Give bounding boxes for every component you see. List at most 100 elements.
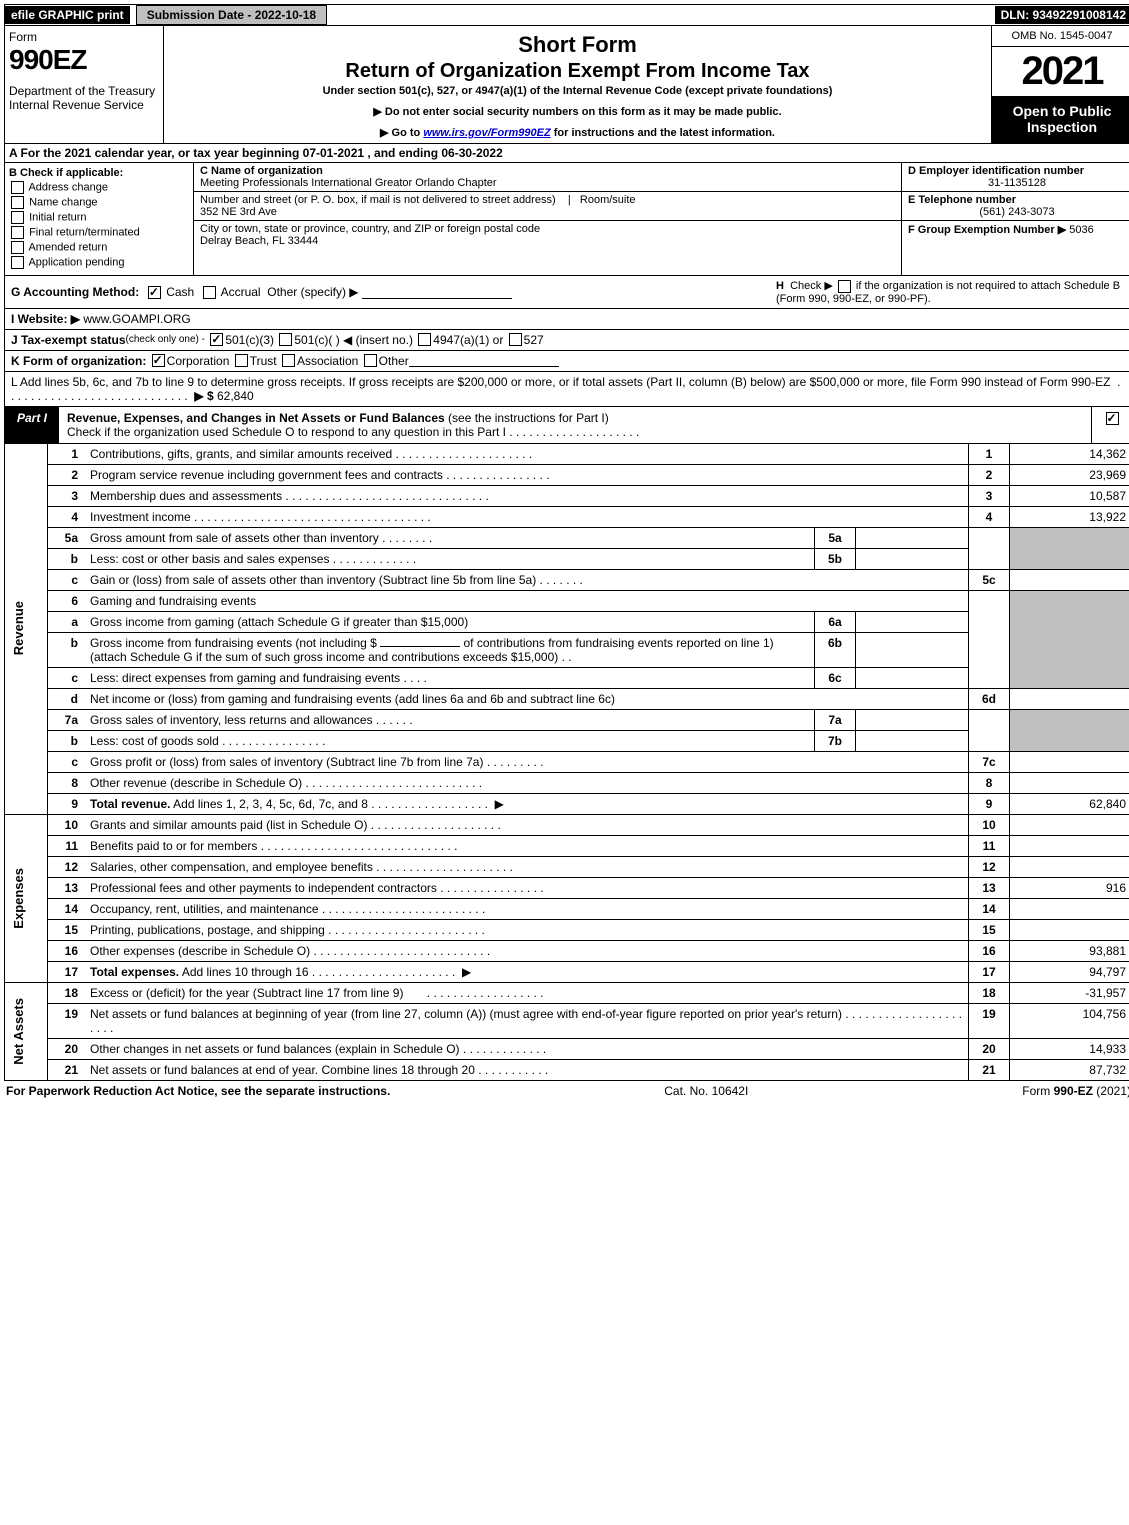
street-value: 352 NE 3rd Ave (200, 206, 277, 218)
section-a: A For the 2021 calendar year, or tax yea… (4, 144, 1129, 163)
accounting-method-label: G Accounting Method: (11, 285, 139, 299)
efile-label: efile GRAPHIC print (5, 6, 130, 24)
form-ref: Form 990-EZ (2021) (1022, 1084, 1129, 1098)
city-value: Delray Beach, FL 33444 (200, 235, 318, 247)
paperwork-notice: For Paperwork Reduction Act Notice, see … (6, 1084, 390, 1098)
directive-goto-suffix: for instructions and the latest informat… (551, 127, 775, 139)
header-right: OMB No. 1545-0047 2021 Open to Public In… (991, 26, 1129, 143)
check-name-change: Name change (9, 196, 189, 209)
cat-no: Cat. No. 10642I (664, 1084, 748, 1098)
checkbox-527-icon[interactable] (509, 333, 522, 346)
revenue-sidebar: Revenue (5, 444, 48, 815)
gross-receipts-value: 62,840 (217, 389, 254, 403)
other-org-blank (409, 354, 559, 367)
info-grid: B Check if applicable: Address change Na… (4, 163, 1129, 276)
website-value: www.GOAMPI.ORG (83, 312, 190, 326)
dln-label: DLN: 93492291008142 (995, 6, 1129, 24)
checkbox-icon[interactable] (11, 226, 24, 239)
phone-value: (561) 243-3073 (908, 206, 1126, 218)
check-initial-return: Initial return (9, 211, 189, 224)
checkbox-assoc-icon[interactable] (282, 354, 295, 367)
checkbox-icon[interactable] (11, 241, 24, 254)
open-public-badge: Open to Public Inspection (992, 97, 1129, 143)
street-row: Number and street (or P. O. box, if mail… (194, 192, 901, 221)
other-specify-blank (362, 286, 512, 299)
section-c: C Name of organization Meeting Professio… (194, 163, 901, 275)
part-1-label: Part I (5, 407, 59, 443)
section-g: G Accounting Method: Cash Accrual Other … (11, 285, 512, 299)
org-name-row: C Name of organization Meeting Professio… (194, 163, 901, 192)
check-amended-return: Amended return (9, 241, 189, 254)
checkbox-icon[interactable] (11, 196, 24, 209)
top-bar: efile GRAPHIC print Submission Date - 20… (4, 4, 1129, 26)
section-l: L Add lines 5b, 6c, and 7b to line 9 to … (4, 372, 1129, 407)
directive-goto-prefix: ▶ Go to (380, 127, 423, 139)
tax-year: 2021 (992, 47, 1129, 97)
street-label: Number and street (or P. O. box, if mail… (200, 194, 556, 206)
irs-link[interactable]: www.irs.gov/Form990EZ (423, 127, 550, 139)
city-row: City or town, state or province, country… (194, 221, 901, 249)
checkbox-trust-icon[interactable] (235, 354, 248, 367)
checkbox-scheduleo-icon[interactable] (1106, 412, 1119, 425)
check-application-pending: Application pending (9, 256, 189, 269)
org-name-value: Meeting Professionals International Grea… (200, 177, 497, 189)
ein-value: 31-1135128 (908, 177, 1126, 189)
section-l-text: L Add lines 5b, 6c, and 7b to line 9 to … (11, 375, 1110, 389)
part-1-checkbox (1091, 407, 1129, 443)
arrow-icon: ▶ (1058, 224, 1066, 236)
info-right: D Employer identification number 31-1135… (901, 163, 1129, 275)
section-b-title: B Check if applicable: (9, 167, 189, 179)
room-label: Room/suite (580, 194, 636, 206)
netassets-sidebar: Net Assets (5, 982, 48, 1080)
section-j: J Tax-exempt status (check only one) - 5… (4, 330, 1129, 351)
form-header: Form 990EZ Department of the Treasury In… (4, 26, 1129, 144)
main-title: Return of Organization Exempt From Incom… (172, 60, 983, 83)
submission-date: Submission Date - 2022-10-18 (136, 5, 327, 25)
directive-ssn: ▶ Do not enter social security numbers o… (172, 105, 983, 118)
ein-label: D Employer identification number (908, 165, 1084, 177)
form-org-label: K Form of organization: (11, 354, 146, 368)
section-e: E Telephone number (561) 243-3073 (902, 192, 1129, 221)
section-g-h: G Accounting Method: Cash Accrual Other … (4, 276, 1129, 309)
part-1-title: Revenue, Expenses, and Changes in Net As… (59, 407, 1091, 443)
tax-exempt-label: J Tax-exempt status (11, 333, 126, 347)
website-label: I Website: ▶ (11, 312, 80, 326)
group-exemption-value: 5036 (1069, 224, 1093, 236)
omb-number: OMB No. 1545-0047 (992, 26, 1129, 47)
checkbox-cash-icon[interactable] (148, 286, 161, 299)
section-f: F Group Exemption Number ▶ 5036 (902, 221, 1129, 275)
part-1-header: Part I Revenue, Expenses, and Changes in… (4, 407, 1129, 444)
section-i: I Website: ▶ www.GOAMPI.ORG (4, 309, 1129, 330)
checkbox-icon[interactable] (11, 181, 24, 194)
checkbox-icon[interactable] (11, 256, 24, 269)
checkbox-corp-icon[interactable] (152, 354, 165, 367)
form-number: 990EZ (9, 44, 159, 76)
group-exemption-label: F Group Exemption Number (908, 224, 1055, 236)
header-left: Form 990EZ Department of the Treasury In… (5, 26, 164, 143)
org-name-label: C Name of organization (200, 165, 323, 177)
checkbox-other-icon[interactable] (364, 354, 377, 367)
dept-label: Department of the Treasury (9, 84, 159, 98)
city-label: City or town, state or province, country… (200, 223, 540, 235)
section-k: K Form of organization: Corporation Trus… (4, 351, 1129, 372)
section-b: B Check if applicable: Address change Na… (5, 163, 194, 275)
form-word: Form (9, 30, 159, 44)
short-form-title: Short Form (172, 32, 983, 58)
checkbox-icon[interactable] (11, 211, 24, 224)
checkbox-501c-icon[interactable] (279, 333, 292, 346)
checkbox-h-icon[interactable] (838, 280, 851, 293)
section-d: D Employer identification number 31-1135… (902, 163, 1129, 192)
checkbox-4947-icon[interactable] (418, 333, 431, 346)
checkbox-501c3-icon[interactable] (210, 333, 223, 346)
checkbox-accrual-icon[interactable] (203, 286, 216, 299)
directive-goto: ▶ Go to www.irs.gov/Form990EZ for instru… (172, 126, 983, 139)
check-final-return: Final return/terminated (9, 226, 189, 239)
header-center: Short Form Return of Organization Exempt… (164, 26, 991, 143)
subtitle: Under section 501(c), 527, or 4947(a)(1)… (172, 85, 983, 97)
check-address-change: Address change (9, 181, 189, 194)
top-bar-left: efile GRAPHIC print Submission Date - 20… (5, 5, 327, 25)
irs-label: Internal Revenue Service (9, 98, 159, 112)
arrow-icon: ▶ $ (194, 389, 213, 403)
phone-label: E Telephone number (908, 194, 1016, 206)
expenses-sidebar: Expenses (5, 814, 48, 982)
